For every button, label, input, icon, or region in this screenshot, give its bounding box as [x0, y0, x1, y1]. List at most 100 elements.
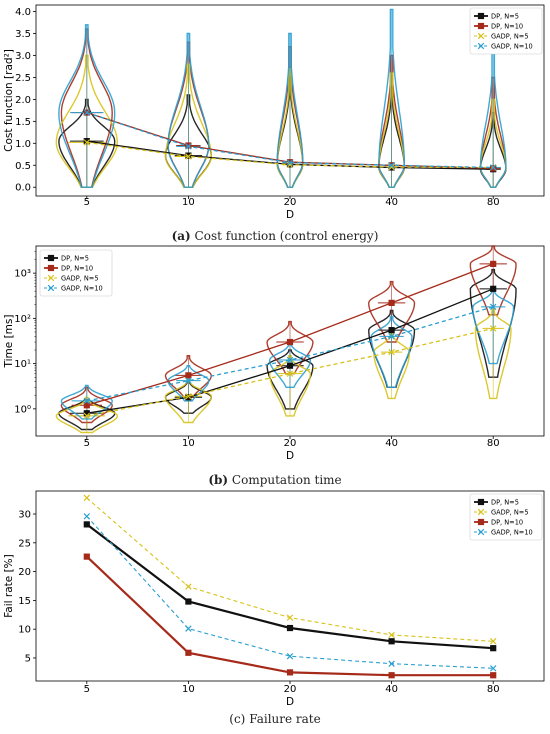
point-1-2-4 [489, 325, 497, 332]
x-tick-label-0-4: 80 [487, 197, 500, 208]
legend-label-2-0: DP, N=5 [491, 499, 519, 507]
x-axis-label-2: D [286, 696, 294, 708]
chart-2: 5 10 15 20 25 30 5 10 20 40 80 D Fail rate [%] DP, N=… [3, 490, 545, 708]
caption-c-label: (c) [229, 712, 246, 726]
y-tick-label-2-4: 25 [18, 538, 31, 549]
point-0-3-2 [286, 159, 294, 166]
violin-1-2-0 [55, 396, 119, 434]
series-line-1-3 [86, 306, 494, 402]
legend-0: DP, N=5 DP, N=10 GADP, N=5 GADP, N=10 [469, 7, 543, 55]
legend-marker-1-1 [47, 264, 55, 272]
point-1-1-2 [286, 338, 294, 346]
x-axis-label-1: D [286, 450, 294, 462]
legend-marker-2-2 [477, 518, 485, 526]
point-0-1-4 [490, 165, 497, 172]
y-axis-label-2: Fail rate [%] [3, 554, 15, 618]
x-tick-label-0-1: 10 [182, 197, 195, 208]
point-1-0-2 [286, 362, 294, 369]
violin-0-2-1 [164, 63, 213, 188]
violin-0-2-3 [378, 72, 405, 188]
y-tick-label-0-7: 3.5 [15, 29, 31, 40]
point-1-0-4 [490, 285, 497, 292]
violin-1-0-2 [266, 349, 314, 410]
point-1-2-1 [185, 393, 192, 400]
legend-marker-1-3 [47, 284, 55, 292]
legend-marker-2-3 [477, 528, 485, 536]
point-2-0-0 [83, 521, 90, 528]
point-2-0-2 [286, 624, 294, 632]
point-0-0-0 [83, 138, 90, 145]
x-axis-label-0: D [286, 209, 294, 221]
point-2-1-3 [388, 631, 395, 639]
legend-label-0-2: GADP, N=5 [491, 33, 529, 41]
legend-label-2-2: DP, N=10 [491, 519, 523, 527]
chart-0: 0.0 0.5 1.0 1.5 2.0 2.5 3.0 3.5 4.0 5 10 20 40 80 D Cos… [3, 4, 545, 221]
legend-marker-0-2 [477, 32, 485, 40]
point-1-3-1 [185, 377, 192, 384]
point-2-1-2 [286, 614, 294, 621]
series-line-2-2 [86, 555, 494, 677]
point-0-2-1 [185, 153, 192, 160]
legend-1: DP, N=5 DP, N=10 GADP, N=5 GADP, N=10 [39, 249, 113, 297]
violin-1-1-4 [469, 245, 517, 316]
x-tick-label-1-0: 5 [84, 438, 90, 449]
caption-a: (a) Cost function (control energy) [0, 229, 550, 243]
legend-box-1 [39, 249, 113, 297]
y-tick-label-0-1: 0.5 [15, 161, 31, 172]
violin-0-0-0 [58, 98, 116, 188]
y-tick-label-2-1: 10 [18, 625, 31, 636]
series-line-1-2 [86, 327, 494, 417]
x-tick-label-2-2: 20 [284, 684, 297, 695]
x-tick-label-1-3: 40 [385, 438, 398, 449]
legend-marker-0-1 [477, 22, 485, 30]
point-2-1-4 [489, 638, 497, 645]
y-tick-label-2-2: 15 [18, 596, 31, 607]
x-tick-label-2-1: 10 [182, 684, 195, 695]
point-0-3-3 [388, 162, 395, 169]
legend-marker-1-2 [47, 274, 55, 282]
point-0-3-1 [185, 143, 192, 150]
caption-a-text: Cost function (control energy) [194, 229, 379, 243]
point-2-0-1 [185, 598, 192, 605]
caption-b-label: (b) [208, 473, 229, 487]
legend-label-1-2: GADP, N=5 [61, 275, 99, 283]
point-1-2-2 [286, 370, 294, 377]
x-tick-label-2-0: 5 [84, 684, 90, 695]
violin-1-2-2 [269, 355, 311, 417]
legend-marker-0-3 [477, 42, 485, 50]
y-tick-label-0-6: 3.0 [15, 51, 31, 62]
point-1-1-3 [388, 299, 395, 306]
violin-1-3-3 [370, 315, 413, 388]
legend-label-1-1: DP, N=10 [61, 265, 93, 273]
y-tick-label-0-5: 2.5 [15, 73, 31, 84]
violin-1-1-1 [164, 355, 213, 398]
y-tick-label-1-3: 10³ [14, 269, 31, 280]
point-0-2-0 [83, 139, 91, 146]
y-tick-label-0-2: 1.0 [15, 139, 31, 150]
point-2-0-4 [490, 645, 497, 652]
point-2-1-0 [83, 494, 91, 502]
x-tick-label-2-4: 80 [487, 684, 500, 695]
x-tick-label-0-3: 40 [385, 197, 398, 208]
caption-b-text: Computation time [231, 473, 342, 487]
point-2-2-1 [185, 649, 192, 656]
legend-label-0-0: DP, N=5 [491, 13, 519, 21]
violin-1-2-4 [474, 308, 512, 400]
legend-label-0-3: GADP, N=10 [491, 43, 533, 51]
point-0-1-1 [185, 142, 192, 149]
point-2-2-4 [490, 672, 497, 679]
plot-frame-2 [35, 490, 545, 682]
violin-0-3-3 [378, 8, 405, 188]
point-1-3-0 [83, 397, 91, 405]
caption-b: (b) Computation time [0, 473, 550, 487]
legend-marker-2-0 [477, 498, 485, 506]
violin-1-3-0 [60, 384, 113, 420]
legend-marker-1-0 [47, 254, 55, 262]
x-tick-label-0-2: 20 [284, 197, 297, 208]
y-tick-label-0-8: 4.0 [15, 7, 31, 18]
point-2-2-0 [83, 553, 90, 560]
legend-label-1-0: DP, N=5 [61, 255, 89, 263]
point-2-1-1 [185, 583, 192, 590]
